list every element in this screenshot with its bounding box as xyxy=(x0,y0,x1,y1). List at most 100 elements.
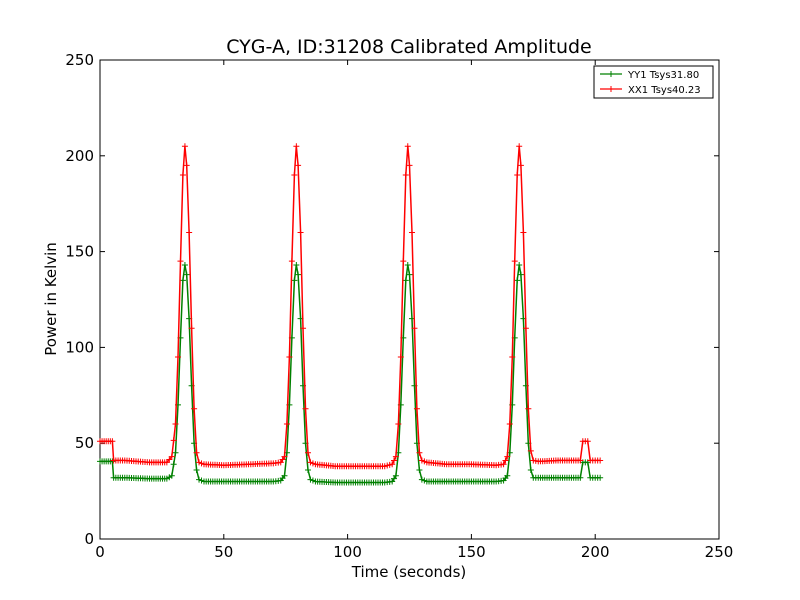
y-tick-label: 100 xyxy=(65,338,94,356)
data-point-marker xyxy=(172,449,179,456)
y-tick-label: 0 xyxy=(84,530,94,548)
data-point-marker xyxy=(389,461,396,468)
data-point-marker xyxy=(297,229,304,236)
data-point-marker xyxy=(281,453,288,460)
data-point-marker xyxy=(193,449,200,456)
data-point-marker xyxy=(291,171,298,178)
data-point-marker xyxy=(597,474,604,481)
data-point-marker xyxy=(408,229,415,236)
data-point-marker xyxy=(109,438,116,445)
data-point-marker xyxy=(527,467,534,474)
data-point-marker xyxy=(300,325,307,332)
data-point-marker xyxy=(302,405,309,412)
data-point-marker xyxy=(506,421,513,428)
data-point-marker xyxy=(406,162,413,169)
series-markers-0 xyxy=(97,262,604,486)
data-point-marker xyxy=(516,143,523,150)
x-tick-label: 50 xyxy=(214,543,233,561)
legend-label: XX1 Tsys40.23 xyxy=(628,85,701,96)
y-tick-label: 50 xyxy=(75,434,94,452)
data-point-marker xyxy=(411,325,418,332)
legend-marker xyxy=(608,71,614,77)
data-point-marker xyxy=(181,143,188,150)
data-point-marker xyxy=(174,353,181,360)
data-point-marker xyxy=(293,143,300,150)
data-point-marker xyxy=(400,258,407,265)
data-point-marker xyxy=(183,271,190,278)
data-point-marker xyxy=(286,353,293,360)
x-tick-label: 250 xyxy=(705,543,734,561)
data-point-marker xyxy=(509,353,516,360)
y-tick-label: 250 xyxy=(65,51,94,69)
data-point-marker xyxy=(504,472,511,479)
data-point-marker xyxy=(413,405,420,412)
data-point-marker xyxy=(517,162,524,169)
data-point-marker xyxy=(168,453,175,460)
x-tick-label: 100 xyxy=(333,543,362,561)
data-point-marker xyxy=(402,171,409,178)
data-point-marker xyxy=(172,421,179,428)
x-tick-label: 0 xyxy=(95,543,105,561)
data-point-marker xyxy=(514,277,521,284)
x-tick-label: 150 xyxy=(457,543,486,561)
data-point-marker xyxy=(283,421,290,428)
data-point-marker xyxy=(179,171,186,178)
data-point-marker xyxy=(514,171,521,178)
data-point-marker xyxy=(395,421,402,428)
legend-box xyxy=(593,65,714,99)
data-point-marker xyxy=(109,458,116,465)
chart-title: CYG-A, ID:31208 Calibrated Amplitude xyxy=(226,36,591,58)
data-point-marker xyxy=(577,474,584,481)
data-point-marker xyxy=(516,262,523,269)
data-point-marker xyxy=(179,277,186,284)
plot-area: 0 50 100 150 200 250 0 50 100 150 200 250 xyxy=(65,51,733,561)
data-point-marker xyxy=(406,271,413,278)
data-point-marker xyxy=(397,353,404,360)
data-point-marker xyxy=(392,472,399,479)
data-point-marker xyxy=(502,457,509,464)
y-tick-label: 150 xyxy=(65,243,94,261)
data-point-marker xyxy=(517,271,524,278)
data-point-marker xyxy=(404,262,411,269)
data-point-marker xyxy=(291,277,298,284)
data-point-marker xyxy=(511,258,518,265)
data-point-marker xyxy=(402,277,409,284)
legend-label: YY1 Tsys31.80 xyxy=(627,70,699,81)
data-point-marker xyxy=(525,405,532,412)
data-point-marker xyxy=(404,143,411,150)
data-point-marker xyxy=(520,229,527,236)
data-point-marker xyxy=(177,258,184,265)
data-point-marker xyxy=(281,472,288,479)
data-point-marker xyxy=(295,162,302,169)
data-point-marker xyxy=(416,449,423,456)
data-point-marker xyxy=(304,449,311,456)
data-point-marker xyxy=(597,457,604,464)
data-point-marker xyxy=(170,461,177,468)
data-point-marker xyxy=(293,262,300,269)
data-point-marker xyxy=(522,325,529,332)
data-point-marker xyxy=(392,453,399,460)
data-point-marker xyxy=(168,472,175,479)
y-axis-label: Power in Kelvin xyxy=(42,242,60,356)
data-point-marker xyxy=(188,325,195,332)
data-point-marker xyxy=(181,262,188,269)
data-point-marker xyxy=(304,467,311,474)
legend-marker xyxy=(608,86,614,92)
data-point-marker xyxy=(577,457,584,464)
data-point-marker xyxy=(295,271,302,278)
series-markers-1 xyxy=(97,143,604,470)
data-point-marker xyxy=(288,258,295,265)
x-axis-label: Time (seconds) xyxy=(351,563,467,581)
data-point-marker xyxy=(193,467,200,474)
data-point-marker xyxy=(416,467,423,474)
data-point-marker xyxy=(500,461,507,468)
data-point-marker xyxy=(183,162,190,169)
data-point-marker xyxy=(584,438,591,445)
x-tick-label: 200 xyxy=(581,543,610,561)
data-point-marker xyxy=(527,447,534,454)
data-point-marker xyxy=(391,457,398,464)
legend: YY1 Tsys31.80 XX1 Tsys40.23 xyxy=(593,65,714,99)
y-tick-label: 200 xyxy=(65,147,94,165)
